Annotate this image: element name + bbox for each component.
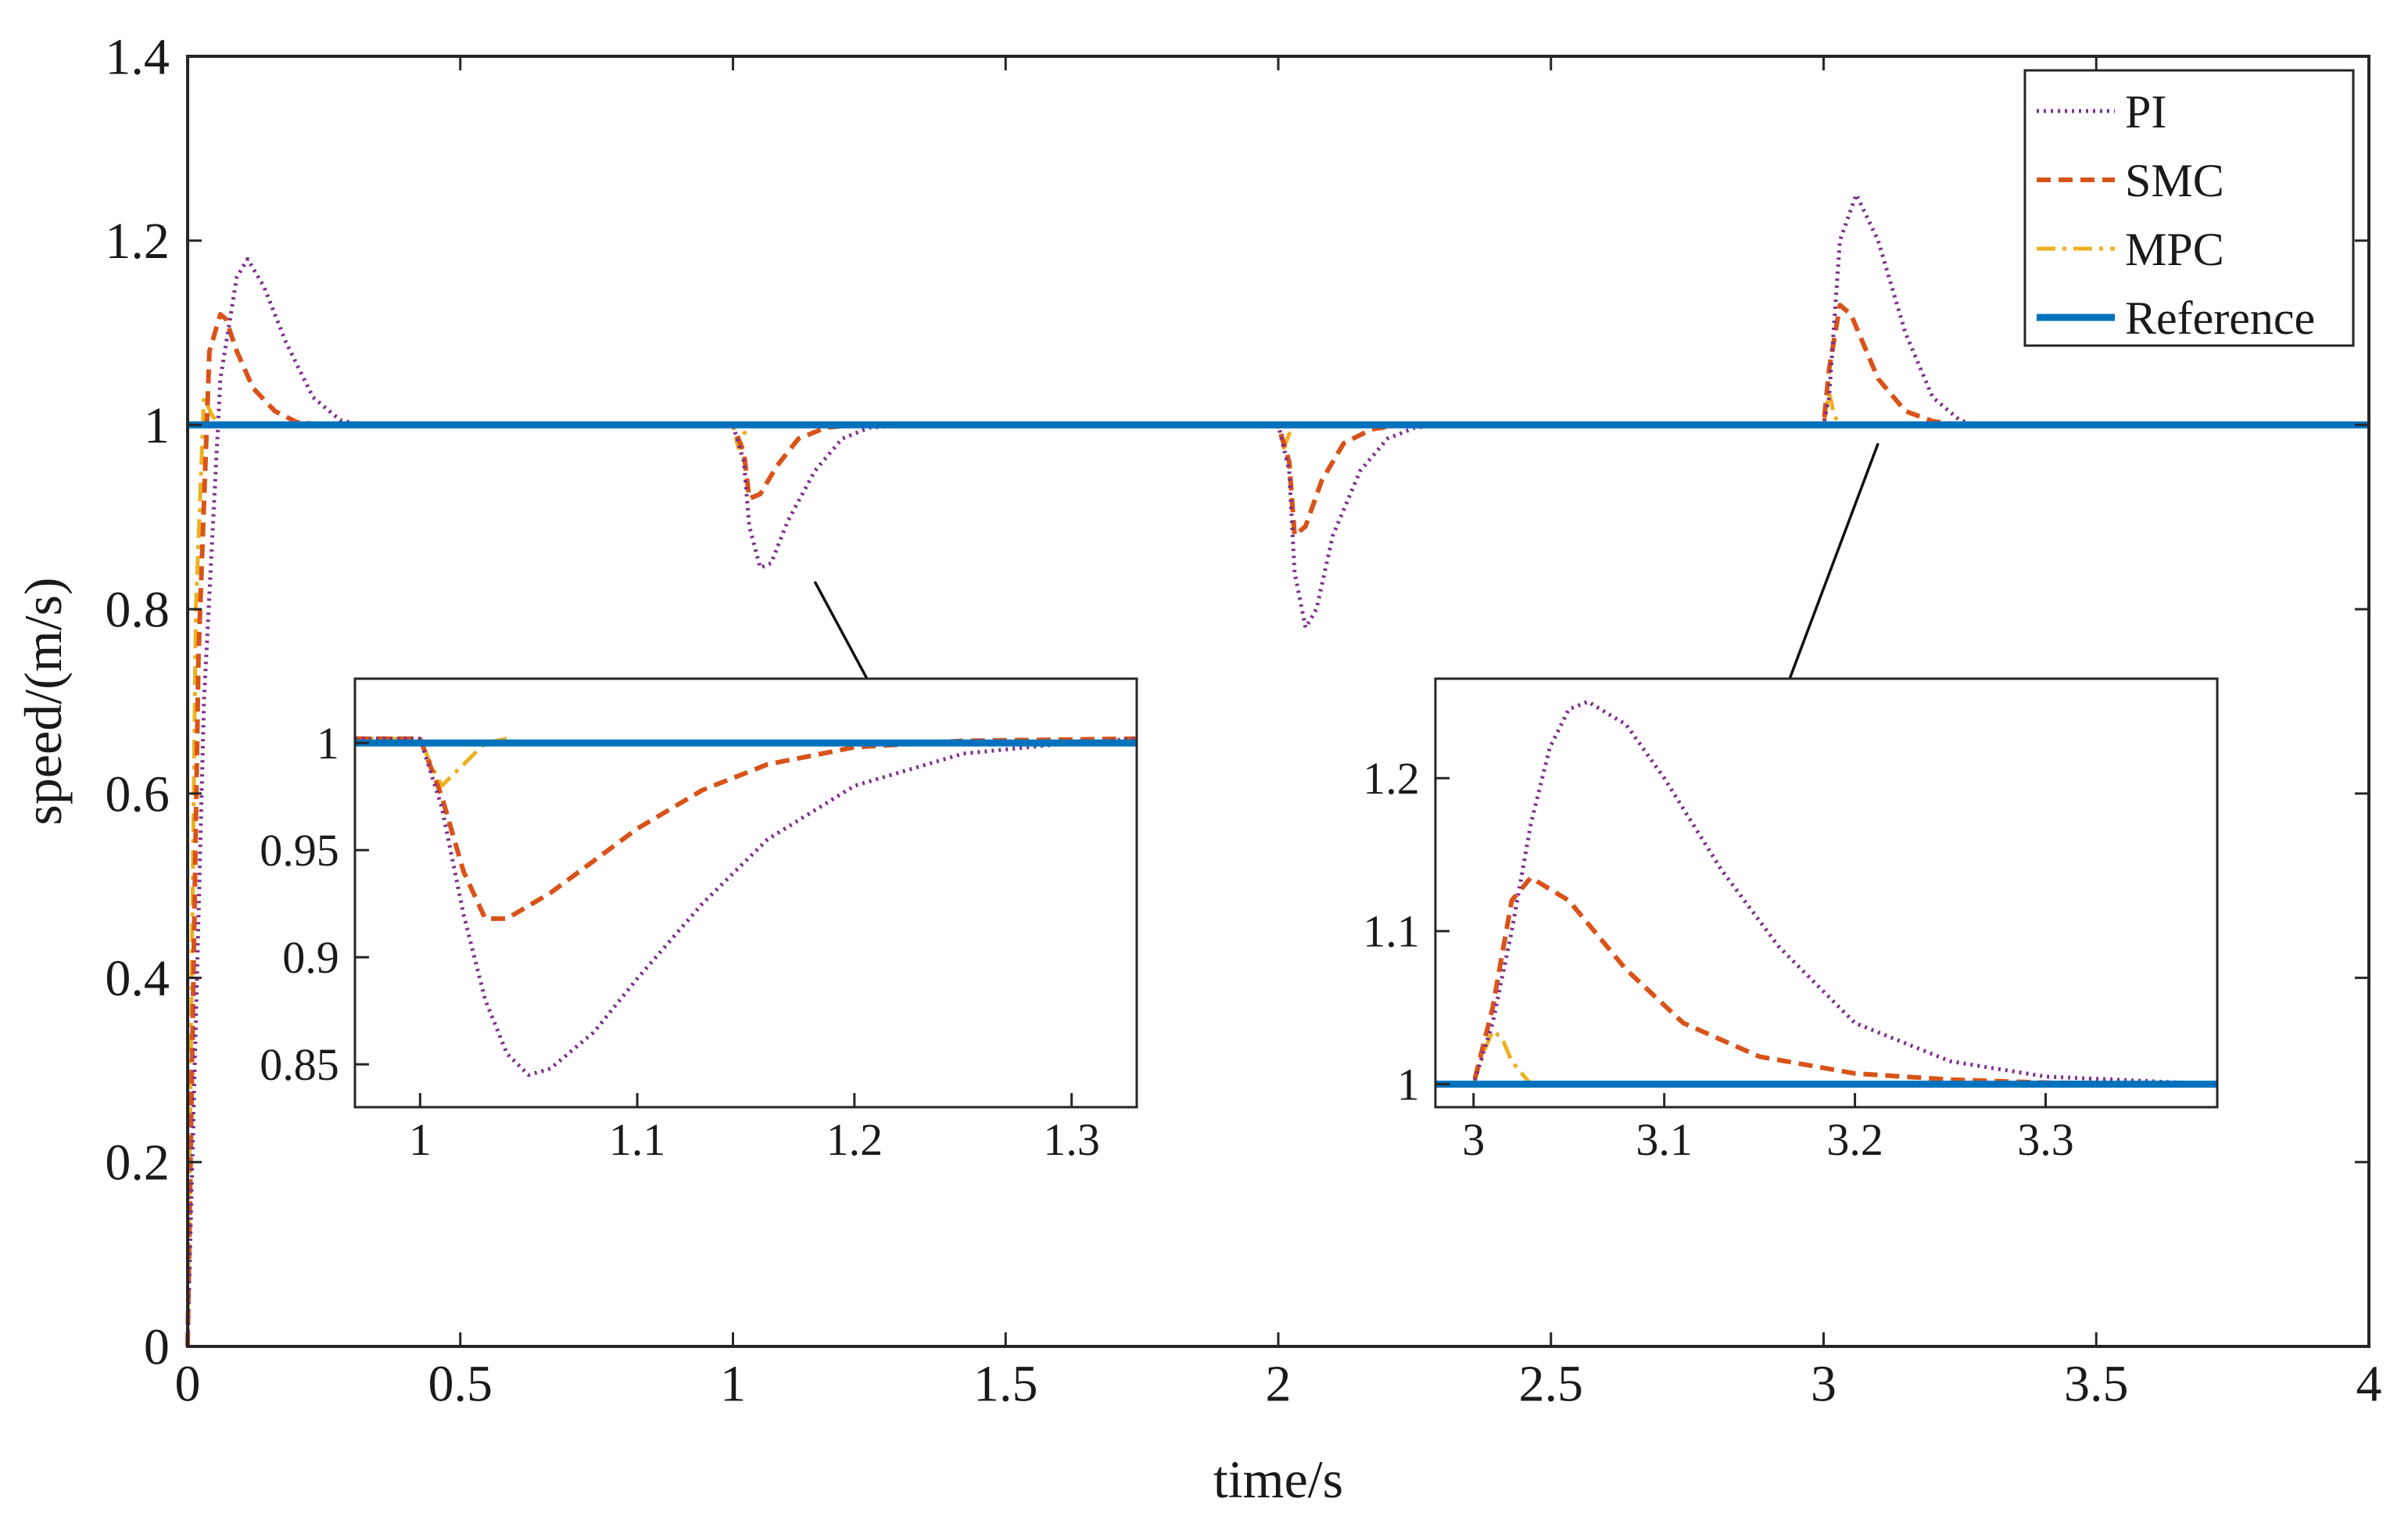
inset-2-series-pi	[1435, 699, 2217, 1087]
inset-2-x-tick-label: 3.3	[2017, 1114, 2074, 1165]
legend-label-reference: Reference	[2125, 292, 2315, 344]
inset-1-frame	[353, 677, 1138, 1109]
legend-items: PI SMC MPC Reference	[2037, 86, 2315, 344]
main-axes: 0 0.5 1 1.5 2 2.5 3 3.5 4 0 0.2 0.4 0.6 0.8 1 1.2 1.4 t…	[13, 28, 2382, 1509]
inset-1-series-pi	[355, 737, 1137, 1077]
inset-2-y-tick-label: 1.2	[1363, 753, 1420, 804]
main-x-tick-label: 1.5	[973, 1355, 1038, 1412]
main-y-tick-label: 0.6	[105, 765, 170, 823]
inset-2-series-smc	[1435, 875, 2217, 1087]
x-axis-label: time/s	[1213, 1450, 1343, 1509]
main-x-tick-label: 3.5	[2064, 1355, 2129, 1412]
inset-2-x-ticks: 3 3.1 3.2 3.3	[1462, 1093, 2074, 1165]
main-series-pi	[185, 192, 2369, 1347]
inset-2-background	[1435, 679, 2217, 1107]
main-x-tick-label: 2.5	[1519, 1355, 1584, 1412]
inset-1-x-ticks: 1 1.1 1.2 1.3	[409, 1093, 1100, 1165]
main-x-tick-label: 4	[2356, 1355, 2382, 1412]
inset-1-x-tick-label: 1.2	[826, 1114, 883, 1165]
inset-zoom-1: 1 1.1 1.2 1.3 0.85 0.9 0.95 1	[260, 677, 1138, 1165]
main-x-tick-label: 1	[720, 1355, 746, 1412]
inset-1-y-tick-label: 0.85	[260, 1039, 339, 1090]
legend-label-smc: SMC	[2125, 155, 2224, 206]
inset-1-y-tick-label: 0.95	[260, 825, 339, 876]
y-axis-label: speed/(m/s)	[13, 577, 73, 825]
inset-zoom-2: 3 3.1 3.2 3.3 1 1.1 1.2	[1363, 677, 2219, 1165]
main-x-tick-label: 0	[175, 1355, 201, 1412]
inset-2-y-tick-label: 1.1	[1363, 906, 1420, 957]
inset-2-lines	[1435, 699, 2217, 1088]
main-x-tick-label: 3	[1811, 1355, 1836, 1412]
main-y-tick-label: 1.2	[105, 213, 170, 270]
legend-label-mpc: MPC	[2125, 224, 2224, 275]
main-y-tick-label: 0	[144, 1318, 170, 1375]
main-y-tick-label: 0.4	[105, 950, 170, 1007]
inset-2-x-tick-label: 3.1	[1636, 1114, 1693, 1165]
inset-1-x-tick-label: 1.3	[1043, 1114, 1100, 1165]
main-y-tick-label: 1	[144, 397, 170, 454]
main-y-tick-label: 1.4	[105, 28, 170, 85]
inset-1-y-tick-label: 1	[317, 718, 339, 769]
main-y-tick-label: 0.8	[105, 582, 170, 639]
inset-1-y-ticks: 0.85 0.9 0.95 1	[260, 718, 369, 1090]
inset-1-lines	[355, 736, 1137, 1077]
inset-2-x-tick-label: 3	[1462, 1114, 1485, 1165]
legend: PI SMC MPC Reference	[2023, 69, 2355, 347]
inset-2-frame	[1434, 677, 2219, 1109]
inset-1-x-tick-label: 1.1	[609, 1114, 666, 1165]
legend-label-pi: PI	[2125, 86, 2166, 138]
main-y-tick-label: 0.2	[105, 1135, 170, 1192]
main-plot-lines	[185, 192, 2369, 1347]
main-x-tick-label: 2	[1266, 1355, 1292, 1412]
main-x-ticks: 0 0.5 1 1.5 2 2.5 3 3.5 4	[175, 56, 2382, 1412]
inset-2-y-tick-label: 1	[1397, 1059, 1420, 1110]
main-y-ticks: 0 0.2 0.4 0.6 0.8 1 1.2 1.4	[105, 28, 2369, 1375]
inset-2-x-tick-label: 3.2	[1826, 1114, 1883, 1165]
legend-box	[2023, 69, 2355, 347]
inset-1-y-tick-label: 0.9	[282, 932, 339, 983]
inset-1-series-smc	[355, 736, 1137, 921]
inset-2-y-ticks: 1 1.1 1.2	[1363, 753, 1449, 1110]
inset-1-x-tick-label: 1	[409, 1114, 432, 1165]
main-x-tick-label: 0.5	[428, 1355, 493, 1412]
